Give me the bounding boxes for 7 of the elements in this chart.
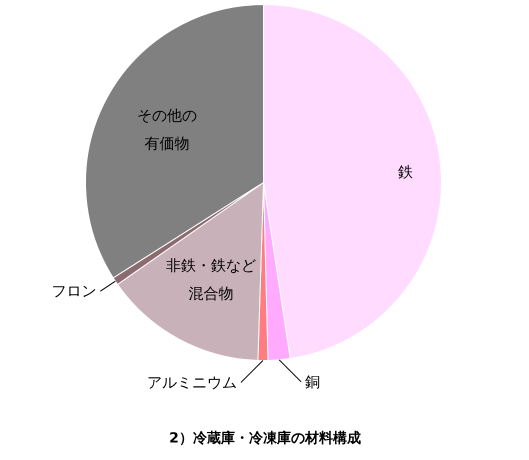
text: 2）冷蔵庫・冷凍庫の材料構成 xyxy=(169,430,361,446)
slice-label: 非鉄・鉄など混合物 xyxy=(166,256,256,303)
slice-label: その他の有価物 xyxy=(136,106,197,152)
slice-label: フロン xyxy=(51,282,96,300)
slice-label: 銅 xyxy=(305,372,320,391)
slice-label: 鉄 xyxy=(398,162,413,181)
slice-label: アルミニウム xyxy=(146,374,237,392)
